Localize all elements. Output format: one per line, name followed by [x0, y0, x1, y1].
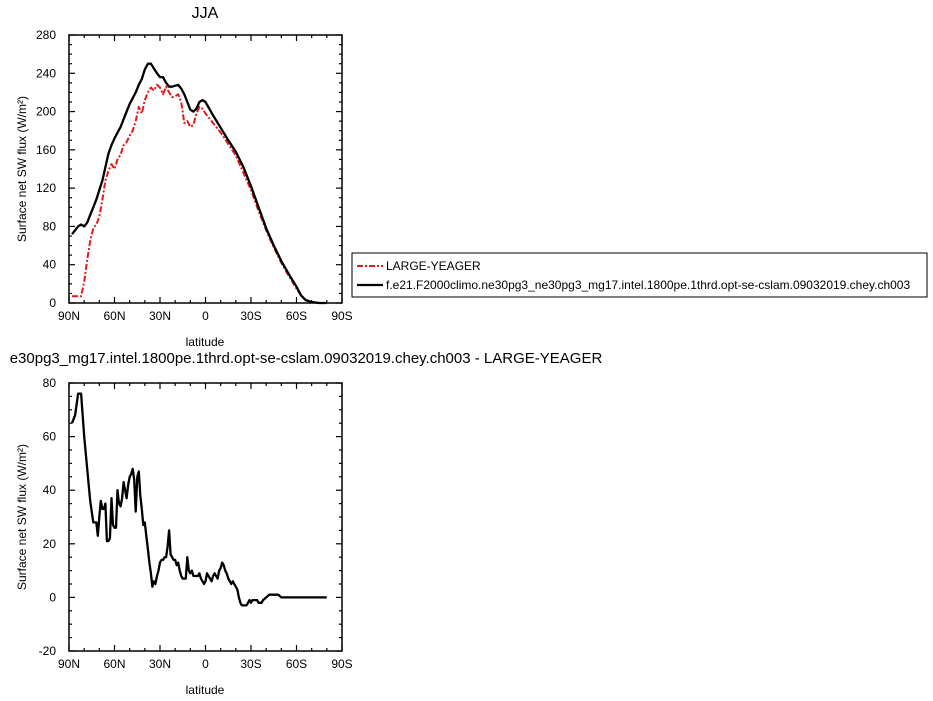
- top-y-tick-label: 240: [36, 66, 56, 80]
- bottom-panel: e30pg3_mg17.intel.1800pe.1thrd.opt-se-cs…: [10, 350, 603, 697]
- bottom-x-tick-label: 0: [202, 657, 209, 671]
- bottom-y-tick-label: -20: [39, 644, 57, 658]
- legend-box: [351, 252, 928, 298]
- top-x-tick-label: 60S: [286, 309, 307, 323]
- top-series-line-0: [72, 83, 327, 304]
- bottom-y-tick-label: 80: [43, 376, 57, 390]
- bottom-series-line-0: [70, 392, 327, 607]
- top-series-line-1: [71, 62, 327, 305]
- bottom-x-tick-label: 90S: [331, 657, 352, 671]
- bottom-series-lines: [70, 392, 327, 607]
- top-x-tick-label: 30S: [240, 309, 261, 323]
- top-x-tick-label: 90N: [58, 309, 80, 323]
- bottom-y-tick-label: 0: [49, 590, 56, 604]
- bottom-x-tick-label: 30S: [240, 657, 261, 671]
- bottom-x-tick-label: 60N: [103, 657, 125, 671]
- legend: LARGE-YEAGER f.e21.F2000climo.ne30pg3_ne…: [351, 252, 928, 298]
- top-y-tick-label: 0: [49, 296, 56, 310]
- bottom-x-tick-label: 90N: [58, 657, 80, 671]
- bottom-chart-title: e30pg3_mg17.intel.1800pe.1thrd.opt-se-cs…: [10, 350, 603, 367]
- bottom-x-axis-label: latitude: [186, 683, 225, 697]
- top-y-tick-label: 280: [36, 28, 56, 42]
- bottom-y-tick-label: 20: [43, 537, 57, 551]
- top-x-tick-label: 60N: [103, 309, 125, 323]
- top-y-tick-label: 80: [43, 219, 57, 233]
- top-x-tick-label: 90S: [331, 309, 352, 323]
- top-x-axis-label: latitude: [186, 335, 225, 349]
- legend-label-large-yeager: LARGE-YEAGER: [386, 259, 481, 273]
- top-axis-ticks: 90N 60N 30N 0 30S 60S 90S 0 40 80 120 160 200 240 280: [36, 28, 353, 323]
- top-x-tick-label: 30N: [149, 309, 171, 323]
- bottom-y-tick-label: 60: [43, 430, 57, 444]
- bottom-y-axis-label: Surface net SW flux (W/m²): [15, 444, 29, 590]
- bottom-axis-ticks: 90N 60N 30N 0 30S 60S 90S -20 0 20 40 60 80: [39, 376, 353, 671]
- legend-label-model-run: f.e21.F2000climo.ne30pg3_ne30pg3_mg17.in…: [386, 278, 910, 292]
- top-y-tick-label: 40: [43, 258, 57, 272]
- bottom-y-tick-label: 40: [43, 483, 57, 497]
- top-panel: JJA 90N 60N 30N 0 30S 60S 90S 0 40 80 120 160 200 240…: [15, 5, 353, 349]
- top-x-tick-label: 0: [202, 309, 209, 323]
- top-chart-title: JJA: [192, 5, 219, 22]
- top-series-lines: [71, 62, 327, 305]
- bottom-x-tick-label: 30N: [149, 657, 171, 671]
- top-y-tick-label: 120: [36, 181, 56, 195]
- bottom-x-tick-label: 60S: [286, 657, 307, 671]
- top-y-tick-label: 200: [36, 105, 56, 119]
- top-y-tick-label: 160: [36, 143, 56, 157]
- top-y-axis-label: Surface net SW flux (W/m²): [15, 96, 29, 242]
